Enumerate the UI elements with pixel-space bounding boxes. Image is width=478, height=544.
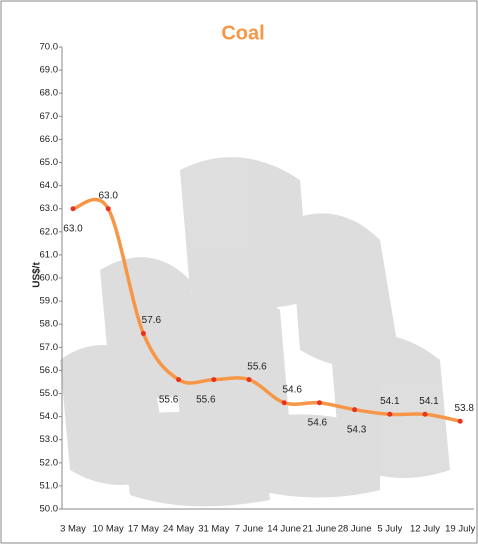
x-tick-label: 10 May [93, 524, 124, 535]
y-tick-label: 65.0 [40, 157, 59, 168]
data-label: 54.6 [308, 417, 328, 428]
x-tick-label: 31 May [198, 524, 229, 535]
data-label: 54.1 [419, 396, 439, 407]
data-label: 55.6 [196, 394, 216, 405]
y-tick-label: 56.0 [40, 365, 59, 376]
y-tick-label: 70.0 [40, 42, 59, 53]
coal-background [60, 157, 450, 507]
y-tick-label: 59.0 [40, 296, 59, 307]
y-tick-label: 58.0 [40, 319, 59, 330]
data-label: 54.6 [282, 384, 302, 395]
x-tick-label: 21 June [302, 524, 336, 535]
y-tick-label: 64.0 [40, 180, 59, 191]
data-label: 53.8 [454, 403, 474, 414]
chart-title: Coal [221, 22, 264, 44]
data-label: 63.0 [98, 190, 118, 201]
y-tick-label: 52.0 [40, 457, 59, 468]
y-tick-label: 60.0 [40, 273, 59, 284]
y-tick-label: 55.0 [40, 388, 59, 399]
y-tick-label: 61.0 [40, 249, 59, 260]
point [105, 206, 111, 212]
point [140, 330, 146, 336]
x-tick-label: 3 May [60, 524, 86, 535]
y-tick-label: 63.0 [40, 203, 59, 214]
y-axis-label: US$/t [32, 262, 43, 288]
x-tick-label: 19 July [445, 524, 475, 535]
point [211, 377, 217, 383]
data-label: 63.0 [63, 223, 83, 234]
point [281, 400, 287, 406]
y-tick-label: 67.0 [40, 111, 59, 122]
data-label: 55.6 [159, 394, 179, 405]
x-tick-label: 7 June [235, 524, 264, 535]
y-tick-label: 62.0 [40, 226, 59, 237]
point [457, 418, 463, 424]
point [316, 400, 322, 406]
point [176, 377, 182, 383]
y-tick-label: 53.0 [40, 434, 59, 445]
y-tick-label: 50.0 [40, 504, 59, 515]
data-label: 57.6 [142, 315, 162, 326]
x-tick-label: 14 June [267, 524, 301, 535]
point [246, 377, 252, 383]
x-tick-label: 24 May [163, 524, 194, 535]
data-label: 54.3 [347, 424, 367, 435]
y-tick-label: 68.0 [40, 88, 59, 99]
point [352, 407, 358, 413]
x-tick-label: 17 May [128, 524, 159, 535]
x-tick-label: 5 July [377, 524, 402, 535]
y-tick-label: 54.0 [40, 411, 59, 422]
point [422, 411, 428, 417]
point [70, 206, 76, 212]
x-tick-label: 12 July [410, 524, 440, 535]
point [387, 411, 393, 417]
x-tick-label: 28 June [338, 524, 372, 535]
y-tick-label: 57.0 [40, 342, 59, 353]
data-label: 54.1 [380, 396, 400, 407]
y-tick-label: 51.0 [40, 480, 59, 491]
y-tick-label: 69.0 [40, 65, 59, 76]
data-label: 55.6 [247, 361, 267, 372]
y-tick-label: 66.0 [40, 134, 59, 145]
